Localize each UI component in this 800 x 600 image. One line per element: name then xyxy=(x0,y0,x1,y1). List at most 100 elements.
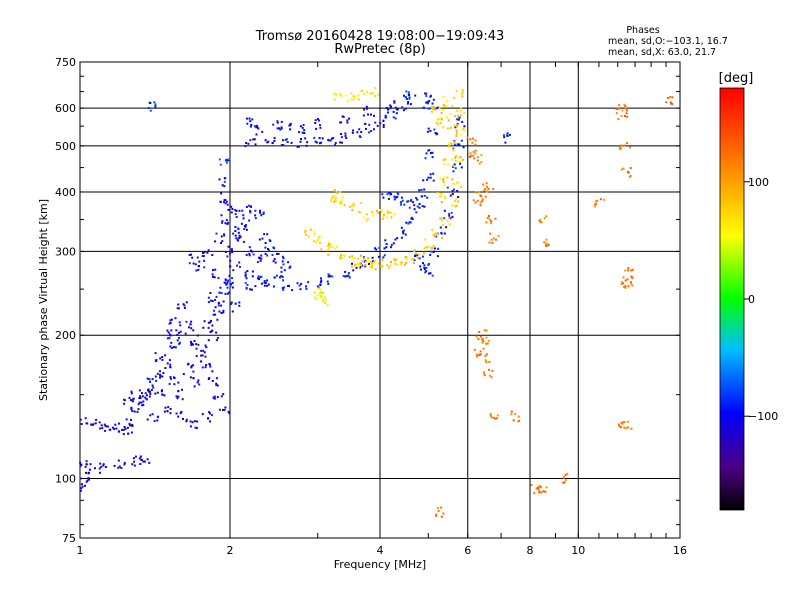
echo-point xyxy=(249,210,252,213)
echo-point xyxy=(170,329,173,332)
echo-point xyxy=(85,460,88,463)
echo-point xyxy=(381,264,384,267)
echo-point xyxy=(181,388,183,391)
echo-point xyxy=(308,235,310,238)
echo-point xyxy=(400,263,403,266)
echo-point xyxy=(159,370,161,373)
echo-point xyxy=(418,189,421,192)
echo-point xyxy=(238,301,241,304)
phase-stats: Phases mean, sd,O:−103.1, 16.7 mean, sd,… xyxy=(608,25,728,58)
echo-point xyxy=(484,359,487,362)
echo-point xyxy=(426,102,429,105)
echo-point xyxy=(228,411,231,414)
echo-point xyxy=(627,267,630,270)
echo-point xyxy=(169,366,172,369)
echo-point xyxy=(202,252,204,254)
echo-point xyxy=(327,282,330,285)
echo-point xyxy=(461,158,464,161)
echo-point xyxy=(223,281,226,284)
echo-point xyxy=(277,252,280,255)
echo-point xyxy=(455,198,458,201)
echo-point xyxy=(256,261,259,264)
echo-point xyxy=(368,263,370,265)
echo-point xyxy=(512,419,515,422)
echo-point xyxy=(485,336,488,339)
echo-point xyxy=(440,232,443,234)
echo-point xyxy=(630,427,633,430)
colorbar-gradient xyxy=(719,87,745,511)
echo-point xyxy=(603,198,606,201)
echo-point xyxy=(220,304,223,307)
echo-point xyxy=(260,282,263,285)
echo-point xyxy=(231,281,234,284)
echo-point xyxy=(480,154,483,157)
echo-point xyxy=(226,292,229,295)
echo-point xyxy=(215,384,218,387)
echo-point xyxy=(431,110,434,113)
echo-point xyxy=(379,122,382,125)
echo-point xyxy=(460,114,462,117)
echo-point xyxy=(368,131,371,134)
echo-point xyxy=(461,120,464,123)
echo-point xyxy=(340,94,343,97)
echo-point xyxy=(166,362,169,365)
echo-point xyxy=(168,322,171,325)
echo-point xyxy=(564,479,567,481)
echo-point xyxy=(359,264,362,267)
echo-point xyxy=(400,236,403,239)
echo-point xyxy=(207,339,210,342)
echo-point xyxy=(484,188,487,191)
echo-point xyxy=(353,204,355,207)
echo-point xyxy=(365,127,367,130)
echo-point xyxy=(146,418,149,421)
chart-title: Tromsø 20160428 19:08:00−19:09:43 xyxy=(255,29,505,44)
echo-point xyxy=(463,128,466,131)
echo-point xyxy=(416,205,419,208)
echo-point xyxy=(340,133,342,135)
echo-point xyxy=(383,254,386,257)
echo-point xyxy=(225,283,228,286)
echo-point xyxy=(117,459,120,462)
echo-point xyxy=(533,492,536,495)
echo-point xyxy=(347,274,350,277)
echo-point xyxy=(280,120,283,123)
echo-point xyxy=(455,204,458,207)
echo-point xyxy=(169,319,172,322)
echo-point xyxy=(627,269,629,272)
echo-point xyxy=(231,310,234,313)
echo-point xyxy=(436,192,439,194)
echo-point xyxy=(446,116,448,119)
echo-point xyxy=(162,372,165,374)
echo-point xyxy=(227,208,230,211)
echo-point xyxy=(504,141,507,144)
echo-point xyxy=(193,340,196,343)
colorbar-tick-label: −100 xyxy=(748,410,778,423)
echo-point xyxy=(254,143,257,146)
echo-point xyxy=(368,123,371,126)
echo-point xyxy=(404,96,407,99)
echo-point xyxy=(258,257,261,260)
echo-point xyxy=(421,255,424,258)
echo-point xyxy=(326,249,329,252)
echo-point xyxy=(244,224,247,226)
echo-point xyxy=(402,229,405,232)
echo-point xyxy=(395,108,398,111)
echo-point xyxy=(390,211,393,214)
echo-point xyxy=(178,321,181,324)
echo-point xyxy=(488,374,491,377)
echo-point xyxy=(354,257,357,260)
echo-point xyxy=(283,269,286,272)
echo-point xyxy=(454,126,457,129)
echo-point xyxy=(620,168,623,171)
echo-point xyxy=(439,122,442,125)
echo-point xyxy=(211,254,214,256)
echo-point xyxy=(358,211,361,213)
echo-point xyxy=(147,388,150,391)
echo-point xyxy=(327,243,330,246)
echo-point xyxy=(247,204,250,207)
echo-point xyxy=(452,170,455,173)
echo-point xyxy=(163,410,166,413)
echo-point xyxy=(382,126,385,128)
echo-point xyxy=(255,133,258,136)
